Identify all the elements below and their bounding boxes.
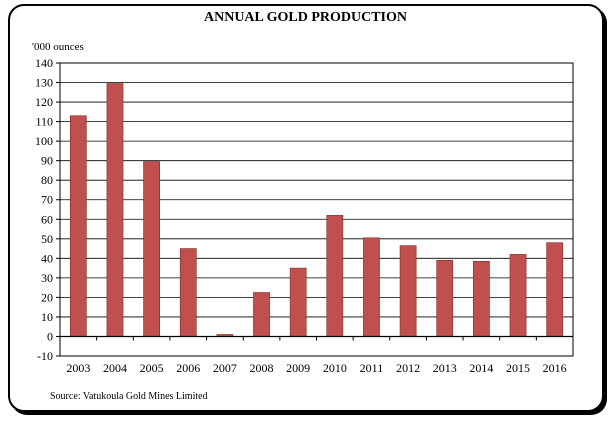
x-tick-label: 2010: [323, 361, 347, 375]
source-note: Source: Vatukoula Gold Mines Limited: [50, 391, 208, 402]
x-tick-label: 2008: [250, 361, 274, 375]
y-tick-label: 90: [41, 154, 53, 168]
x-tick-label: 2016: [543, 361, 567, 375]
bar: [179, 248, 197, 337]
x-tick-label: 2005: [140, 361, 164, 375]
y-axis-unit-label: '000 ounces: [32, 41, 84, 53]
y-tick-label: 30: [41, 271, 53, 285]
y-tick-label: 80: [41, 173, 53, 187]
y-tick-label: 10: [41, 310, 53, 324]
x-tick-label: 2014: [469, 361, 493, 375]
bar: [69, 115, 87, 337]
y-tick-label: 40: [41, 251, 53, 265]
bar: [143, 161, 160, 337]
x-tick-label: 2009: [286, 361, 310, 375]
bar: [399, 245, 417, 337]
y-tick-label: 140: [35, 56, 53, 70]
x-tick-label: 2012: [396, 361, 420, 375]
y-tick-label: 20: [41, 290, 53, 304]
x-tick-label: 2011: [360, 361, 384, 375]
x-tick-label: 2003: [66, 361, 90, 375]
bar: [363, 237, 380, 337]
bar: [253, 292, 270, 337]
chart-title: ANNUAL GOLD PRODUCTION: [203, 10, 407, 25]
y-tick-label: 120: [35, 95, 53, 109]
bar: [473, 260, 490, 337]
y-tick-label: 60: [41, 212, 53, 226]
y-tick-label: 110: [35, 115, 53, 129]
y-tick-label: -10: [37, 349, 53, 363]
y-tick-label: 130: [35, 76, 53, 90]
x-tick-label: 2013: [433, 361, 457, 375]
bar: [106, 83, 124, 337]
x-tick-label: 2006: [176, 361, 200, 375]
bar: [326, 215, 344, 337]
bar: [436, 259, 454, 337]
x-tick-label: 2004: [103, 361, 127, 375]
bar: [546, 242, 564, 337]
y-tick-label: 70: [41, 193, 53, 207]
y-tick-label: 100: [35, 134, 53, 148]
y-tick-label: 0: [47, 329, 53, 343]
x-tick-label: 2015: [506, 361, 530, 375]
plot-area-border: [59, 62, 574, 357]
x-tick-label: 2007: [213, 361, 237, 375]
bar: [509, 254, 527, 337]
y-tick-label: 50: [41, 232, 53, 246]
bar: [289, 267, 307, 337]
